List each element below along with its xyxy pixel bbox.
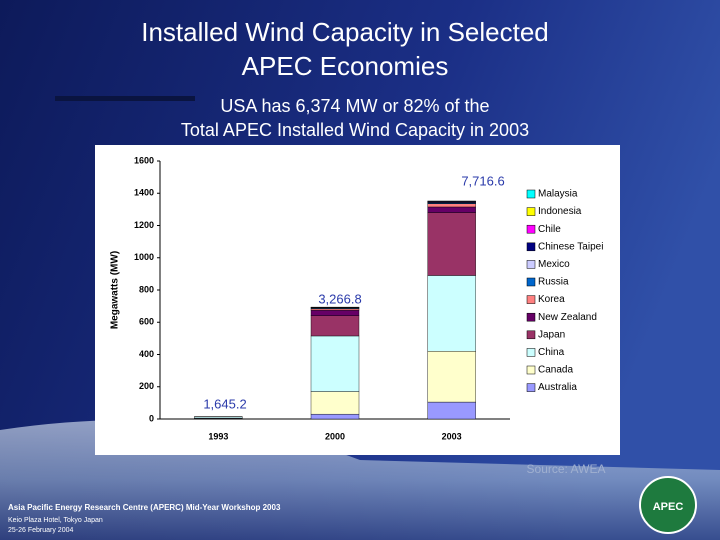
bar-segment <box>310 335 360 392</box>
footer: 25-26 February 2004 <box>8 527 73 534</box>
title: APEC Economies <box>242 51 449 81</box>
title: Installed Wind Capacity in Selected <box>141 17 549 47</box>
y-axis-label: Megawatts (MW) <box>110 251 121 329</box>
bar-segment <box>310 391 360 415</box>
legend-swatch <box>526 207 536 216</box>
annotation: 1,645.2 <box>203 396 246 411</box>
bar-segment <box>427 351 476 403</box>
legend-label: Mexico <box>538 259 570 270</box>
footer: Asia Pacific Energy Research Centre (APE… <box>8 503 281 512</box>
legend-label: Malaysia <box>538 189 578 200</box>
y-tick-label: 1600 <box>134 155 154 165</box>
bar-segment <box>427 203 476 208</box>
legend-label: Canada <box>538 365 573 376</box>
bar-segment <box>310 413 360 420</box>
source: Source: AWEA <box>527 462 606 476</box>
legend-label: China <box>538 347 565 358</box>
y-tick-label: 1400 <box>134 188 154 198</box>
legend-swatch <box>526 383 536 392</box>
bar-segment <box>427 206 476 213</box>
bar-segment <box>310 315 360 337</box>
x-tick-label: 2000 <box>325 431 345 441</box>
legend-label: Chinese Taipei <box>538 241 603 252</box>
legend-label: Indonesia <box>538 206 582 217</box>
y-tick-label: 1200 <box>134 220 154 230</box>
y-tick-label: 400 <box>139 349 154 359</box>
bar-segment <box>310 309 360 317</box>
y-tick-label: 200 <box>139 381 154 391</box>
legend-swatch <box>526 277 536 287</box>
subtitle: USA has 6,374 MW or 82% of the <box>220 96 489 116</box>
y-tick-label: 1000 <box>134 252 154 262</box>
legend-swatch <box>526 224 536 234</box>
annotation: 3,266.8 <box>318 291 361 306</box>
logo <box>639 476 697 534</box>
legend-label: Chile <box>538 224 561 235</box>
y-tick-label: 600 <box>139 317 154 327</box>
legend-swatch <box>526 295 536 304</box>
legend-label: Australia <box>538 382 577 393</box>
subtitle: Total APEC Installed Wind Capacity in 20… <box>181 120 529 140</box>
legend-swatch <box>526 242 536 252</box>
bar-segment <box>427 401 476 420</box>
legend-swatch <box>526 330 536 340</box>
y-tick-label: 0 <box>149 413 154 423</box>
legend-swatch <box>526 348 536 357</box>
footer: Keio Plaza Hotel, Tokyo Japan <box>8 517 103 524</box>
legend-swatch <box>526 365 536 375</box>
legend-swatch <box>526 312 536 322</box>
bar-segment <box>427 212 476 276</box>
legend-label: Russia <box>538 277 569 288</box>
legend-label: New Zealand <box>538 312 597 323</box>
legend-swatch <box>526 189 536 199</box>
annotation: 7,716.6 <box>461 173 504 188</box>
x-tick-label: 2003 <box>442 431 462 441</box>
y-tick-label: 800 <box>139 284 154 294</box>
legend-label: Korea <box>538 294 565 305</box>
bar-segment <box>427 275 476 352</box>
decor-bar <box>55 96 195 101</box>
logo-text: APEC <box>653 501 684 513</box>
x-tick-label: 1993 <box>208 431 228 441</box>
legend-swatch <box>526 260 536 269</box>
legend-label: Japan <box>538 329 565 340</box>
